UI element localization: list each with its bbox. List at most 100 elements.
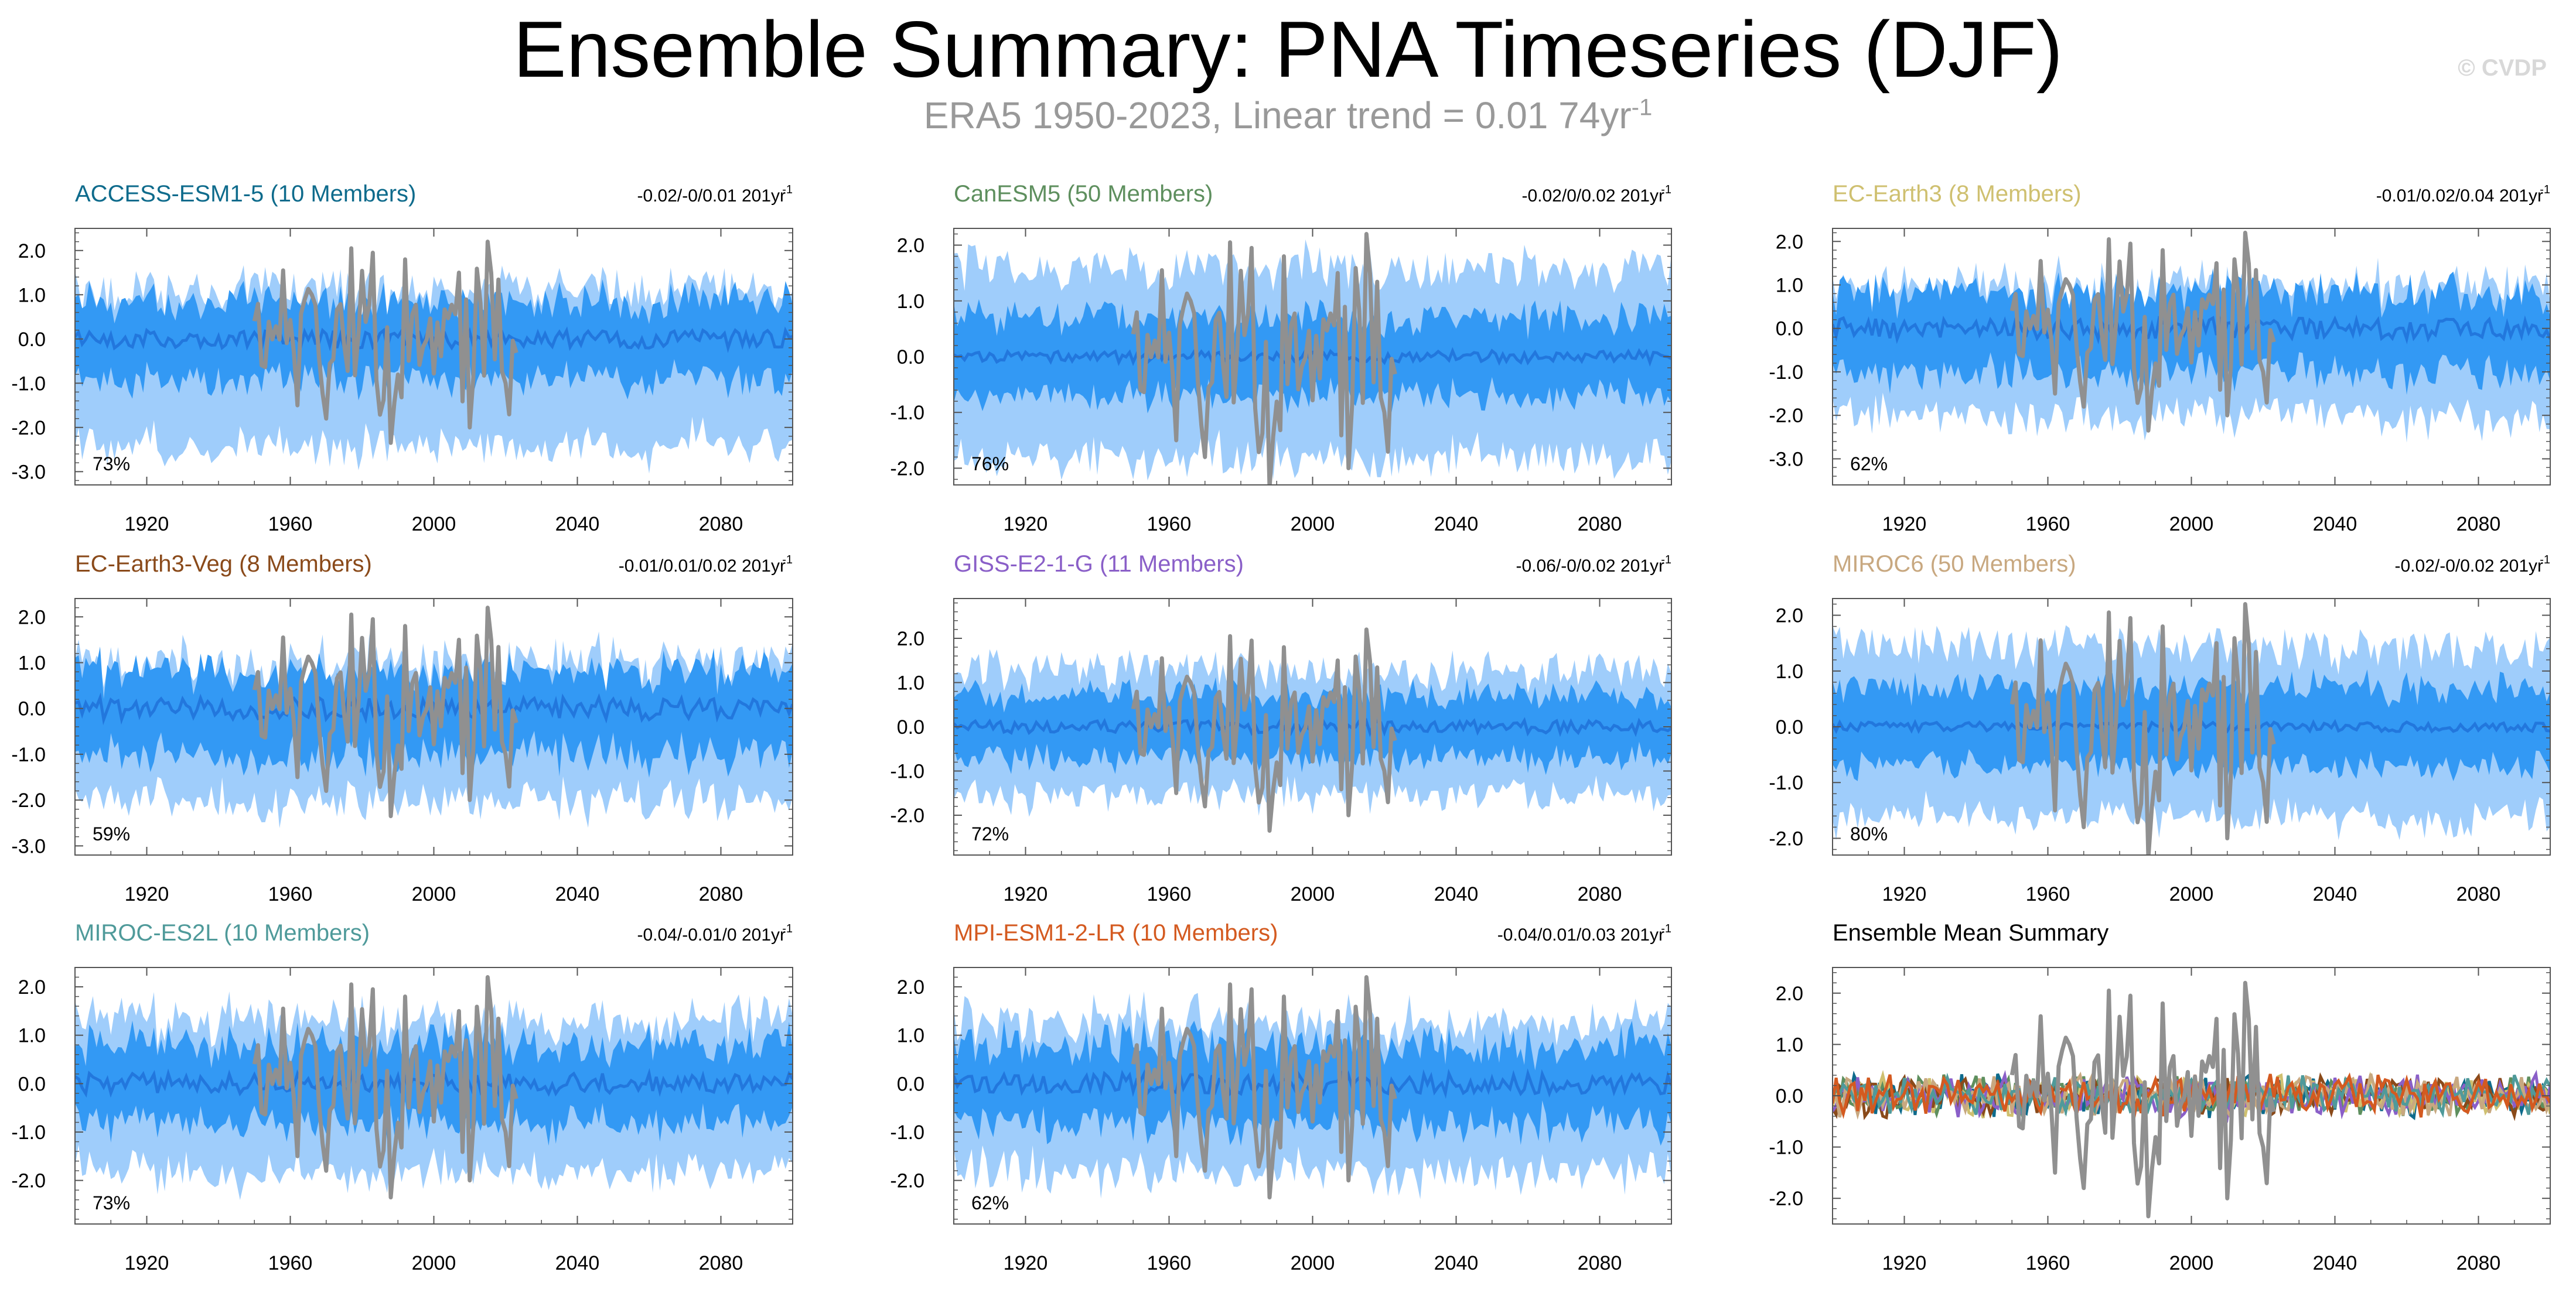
- x-tick-label: 2000: [1291, 513, 1335, 535]
- x-tick-label: 2000: [2169, 513, 2214, 535]
- observed-era5-line: [2009, 602, 2276, 855]
- y-tick-label: -1.0: [1769, 361, 1803, 384]
- plot-area: [954, 232, 1671, 485]
- panel-percent: 80%: [1850, 823, 1888, 844]
- panel-trend-sup: -1: [2540, 183, 2550, 196]
- plot-area: [954, 627, 1671, 833]
- panel-trend-sup: -1: [1661, 183, 1671, 196]
- ensemble-mean-line: [1833, 719, 2550, 734]
- y-tick-label: 0.0: [18, 329, 46, 351]
- x-tick-label: 2080: [1578, 1252, 1622, 1274]
- y-tick-label: 1.0: [18, 1025, 46, 1047]
- y-tick-label: 0.0: [1776, 716, 1803, 738]
- x-tick-label: 2080: [1578, 883, 1622, 905]
- y-tick-label: 2.0: [897, 235, 924, 257]
- x-tick-label: 2080: [699, 883, 743, 905]
- y-tick-label: 0.0: [18, 698, 46, 720]
- panel-trend-sup: -1: [1661, 553, 1671, 566]
- x-tick-label: 1920: [125, 1252, 169, 1274]
- x-tick-label: 2000: [412, 513, 456, 535]
- panel-trend-sup: -1: [2540, 553, 2550, 566]
- panel-trend-sup: -1: [782, 553, 793, 566]
- panel-title: MPI-ESM1-2-LR (10 Members): [954, 920, 1278, 946]
- x-tick-label: 1920: [1882, 883, 1927, 905]
- y-tick-label: 1.0: [1776, 1034, 1803, 1056]
- y-tick-label: 2.0: [1776, 983, 1803, 1005]
- y-tick-label: -2.0: [890, 457, 924, 480]
- x-tick-label: 2040: [1434, 513, 1479, 535]
- panel-percent: 62%: [1850, 453, 1888, 474]
- plot-area: [1833, 980, 2550, 1219]
- observed-era5-line: [1131, 232, 1397, 485]
- x-tick-label: 2080: [699, 513, 743, 535]
- ensemble-mean-line: [954, 347, 1671, 367]
- panel-9: 2.0 1.0 0.0 -1.0 -2.0 1920 1960 2000 2040 2080 Ens…: [1769, 920, 2551, 1274]
- panel-trend-sup: -1: [782, 183, 793, 196]
- y-tick-label: -2.0: [1769, 1188, 1803, 1210]
- y-tick-label: 2.0: [1776, 231, 1803, 253]
- x-tick-label: 2040: [1434, 883, 1479, 905]
- inner-spread-band: [954, 1019, 1671, 1146]
- y-tick-label: 1.0: [897, 1025, 924, 1047]
- panel-title: CanESM5 (50 Members): [954, 181, 1213, 207]
- y-tick-label: -1.0: [890, 761, 924, 783]
- x-tick-label: 2040: [2313, 1252, 2357, 1274]
- observed-era5-line: [2009, 980, 2276, 1219]
- y-tick-label: -2.0: [890, 1170, 924, 1192]
- plot-area: [75, 606, 793, 829]
- panel-percent: 73%: [93, 453, 130, 474]
- x-tick-label: 2040: [555, 1252, 600, 1274]
- y-tick-label: -1.0: [11, 372, 46, 395]
- x-tick-label: 2040: [2313, 883, 2357, 905]
- panel-7: 2.0 1.0 0.0 -1.0 -2.0 1920 1960 2000 2040 2080 MIR…: [11, 920, 793, 1274]
- y-tick-label: 2.0: [897, 628, 924, 650]
- panel-trend: -0.02/-0/0.01 201yr: [637, 186, 786, 206]
- plot-area: [75, 240, 793, 474]
- observed-era5-line: [2009, 230, 2276, 433]
- plot-area: [954, 975, 1671, 1200]
- x-tick-label: 2040: [2313, 513, 2357, 535]
- x-tick-label: 2000: [412, 883, 456, 905]
- y-tick-label: -1.0: [890, 1122, 924, 1144]
- y-tick-label: 0.0: [897, 346, 924, 368]
- y-tick-label: 1.0: [18, 284, 46, 306]
- x-tick-label: 1960: [2026, 883, 2070, 905]
- x-tick-label: 2080: [699, 1252, 743, 1274]
- x-tick-label: 1920: [125, 883, 169, 905]
- y-tick-label: -1.0: [1769, 772, 1803, 794]
- ensemble-mean-line: [75, 692, 793, 726]
- x-tick-label: 1960: [268, 1252, 313, 1274]
- x-tick-label: 1960: [1147, 883, 1192, 905]
- ensemble-mean-line: [75, 326, 793, 354]
- x-tick-label: 2000: [2169, 883, 2214, 905]
- y-tick-label: -2.0: [890, 805, 924, 827]
- y-tick-label: 1.0: [897, 290, 924, 313]
- model-mean-line-8: [1833, 1070, 2550, 1121]
- y-tick-label: 0.0: [897, 1073, 924, 1095]
- x-tick-label: 2000: [412, 1252, 456, 1274]
- y-tick-label: -3.0: [11, 835, 46, 857]
- panel-title: GISS-E2-1-G (11 Members): [954, 551, 1244, 577]
- panel-trend: -0.01/0.02/0.04 201yr: [2376, 186, 2543, 206]
- y-tick-label: 1.0: [1776, 275, 1803, 297]
- ensemble-mean-line: [75, 1068, 793, 1100]
- panel-percent: 59%: [93, 823, 130, 844]
- x-tick-label: 1960: [1147, 513, 1192, 535]
- y-tick-label: -2.0: [1769, 828, 1803, 850]
- observed-era5-line: [1131, 975, 1397, 1200]
- x-tick-label: 2000: [1291, 1252, 1335, 1274]
- panel-trend-sup: -1: [782, 922, 793, 935]
- inner-spread-band: [75, 1020, 793, 1146]
- y-tick-label: -3.0: [1769, 448, 1803, 470]
- y-tick-label: 2.0: [18, 606, 46, 628]
- x-tick-label: 1920: [1004, 513, 1048, 535]
- y-tick-label: 2.0: [1776, 605, 1803, 627]
- y-tick-label: 0.0: [1776, 1085, 1803, 1107]
- panel-trend: -0.02/-0/0.02 201yr: [2395, 556, 2544, 576]
- observed-era5-line: [252, 606, 518, 819]
- panel-trend: -0.04/0.01/0.03 201yr: [1497, 925, 1664, 945]
- panel-4: 2.0 1.0 0.0 -1.0 -2.0 -3.0 1920 1960 2000 2040 208…: [11, 551, 793, 905]
- y-tick-label: 0.0: [18, 1073, 46, 1095]
- observed-era5-line: [1131, 627, 1397, 833]
- y-tick-label: -1.0: [11, 1122, 46, 1144]
